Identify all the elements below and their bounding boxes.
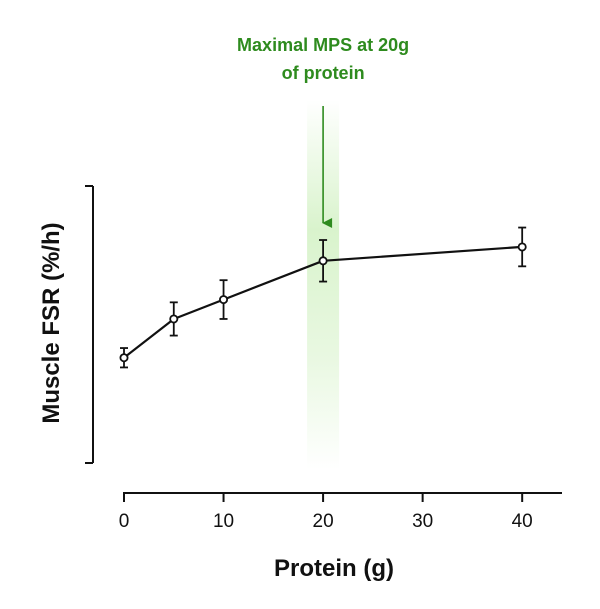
annotation-text-line-2: of protein [282, 63, 365, 83]
y-axis-title: Muscle FSR (%/h) [38, 222, 65, 423]
x-tick-label: 40 [512, 511, 533, 532]
x-ticks: 0 10 20 30 40 [119, 493, 533, 532]
annotation-text-line-1: Maximal MPS at 20g [237, 35, 409, 55]
y-axis [85, 185, 94, 464]
data-points [119, 242, 527, 363]
data-point [119, 353, 129, 363]
x-tick-label: 0 [119, 511, 130, 532]
x-axis-title: Protein (g) [274, 555, 394, 582]
annotation: Maximal MPS at 20g of protein [237, 35, 409, 228]
x-tick-label: 10 [213, 511, 234, 532]
data-point [169, 314, 179, 324]
x-tick-label: 20 [313, 511, 334, 532]
x-tick-label: 30 [412, 511, 433, 532]
data-point [318, 256, 328, 266]
data-point [219, 295, 229, 305]
data-point [517, 242, 527, 252]
